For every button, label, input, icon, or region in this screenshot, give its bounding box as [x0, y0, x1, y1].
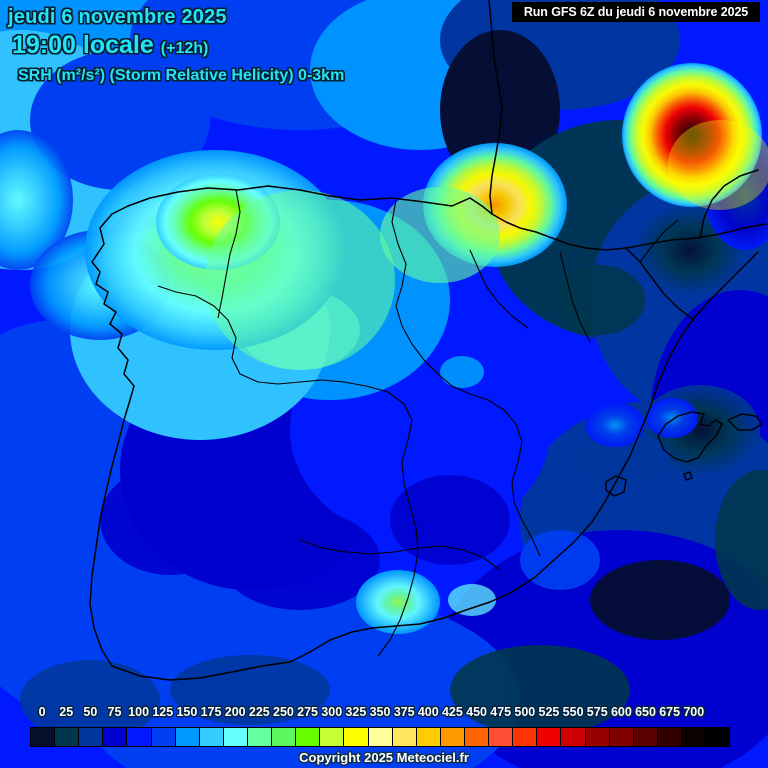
legend-tick-label: 325 [345, 705, 367, 719]
forecast-offset-label: (+12h) [160, 40, 209, 57]
legend-swatch [440, 728, 465, 746]
legend-tick-label: 200 [224, 705, 246, 719]
legend-tick-label: 300 [321, 705, 343, 719]
legend-tick-label: 425 [441, 705, 463, 719]
model-run-banner: Run GFS 6Z du jeudi 6 novembre 2025 [512, 2, 760, 22]
legend-tick-label: 650 [635, 705, 656, 719]
legend-tick-label: 500 [514, 705, 536, 719]
legend-swatch [272, 728, 297, 746]
legend-tick-label: 600 [610, 705, 632, 719]
legend-tick-label: 375 [393, 705, 415, 719]
legend-tick-label: 525 [538, 705, 560, 719]
legend-swatch [585, 728, 610, 746]
legend-swatch [223, 728, 248, 746]
legend-tick-label: 225 [248, 705, 270, 719]
legend-swatch [79, 728, 104, 746]
legend-tick-label: 675 [659, 705, 681, 719]
coastline-layer [89, 0, 767, 681]
legend-swatch [127, 728, 152, 746]
legend-swatch [175, 728, 200, 746]
legend-swatch [31, 728, 56, 746]
legend-swatch [320, 728, 345, 746]
color-scale-legend: 0 25 50 75 100 125 150 175 200 225 250 275 300 325 350… [0, 705, 768, 750]
legend-tick-label: 350 [369, 705, 391, 719]
forecast-date-label: jeudi 6 novembre 2025 [8, 6, 227, 28]
legend-tick-label: 550 [562, 705, 584, 719]
legend-swatch [609, 728, 634, 746]
parameter-title-label: SRH (m²/s²) (Storm Relative Helicity) 0-… [18, 67, 345, 84]
legend-swatch [344, 728, 369, 746]
legend-tick-label: 475 [490, 705, 512, 719]
legend-swatch [368, 728, 393, 746]
legend-tick-label: 25 [59, 705, 74, 719]
legend-swatch [416, 728, 441, 746]
legend-swatch [633, 728, 658, 746]
legend-tick-label: 275 [297, 705, 319, 719]
legend-swatch [199, 728, 224, 746]
legend-tick-label: 50 [83, 705, 98, 719]
legend-swatch [296, 728, 321, 746]
legend-swatch [489, 728, 514, 746]
legend-tick-label: 0 [38, 705, 46, 719]
legend-swatch [706, 728, 730, 746]
legend-tick-labels: 0 25 50 75 100 125 150 175 200 225 250 275 300 325 350… [0, 705, 768, 723]
legend-tick-label: 175 [200, 705, 222, 719]
legend-swatch [657, 728, 682, 746]
legend-swatch [513, 728, 538, 746]
balearic-islands [605, 411, 763, 497]
legend-swatch [681, 728, 707, 746]
legend-swatch [464, 728, 490, 746]
legend-tick-label: 575 [586, 705, 608, 719]
copyright-label: Copyright 2025 Meteociel.fr [299, 750, 469, 765]
legend-swatch [103, 728, 128, 746]
legend-swatch [151, 728, 176, 746]
legend-tick-label: 400 [417, 705, 439, 719]
forecast-time-label: 19:00 locale [12, 31, 154, 59]
legend-tick-label: 450 [466, 705, 487, 719]
legend-tick-label: 700 [683, 705, 705, 719]
legend-swatch [561, 728, 586, 746]
legend-tick-label: 150 [176, 705, 198, 719]
legend-color-bar [30, 727, 730, 747]
legend-tick-label: 100 [128, 705, 150, 719]
legend-swatch [392, 728, 417, 746]
legend-swatch [247, 728, 273, 746]
legend-tick-label: 125 [152, 705, 174, 719]
border-layer [157, 189, 679, 657]
forecast-time-row: 19:00 locale (+12h) [12, 31, 208, 60]
legend-swatch [537, 728, 562, 746]
legend-swatch [55, 728, 80, 746]
legend-tick-label: 75 [107, 705, 122, 719]
legend-tick-label: 250 [273, 705, 294, 719]
